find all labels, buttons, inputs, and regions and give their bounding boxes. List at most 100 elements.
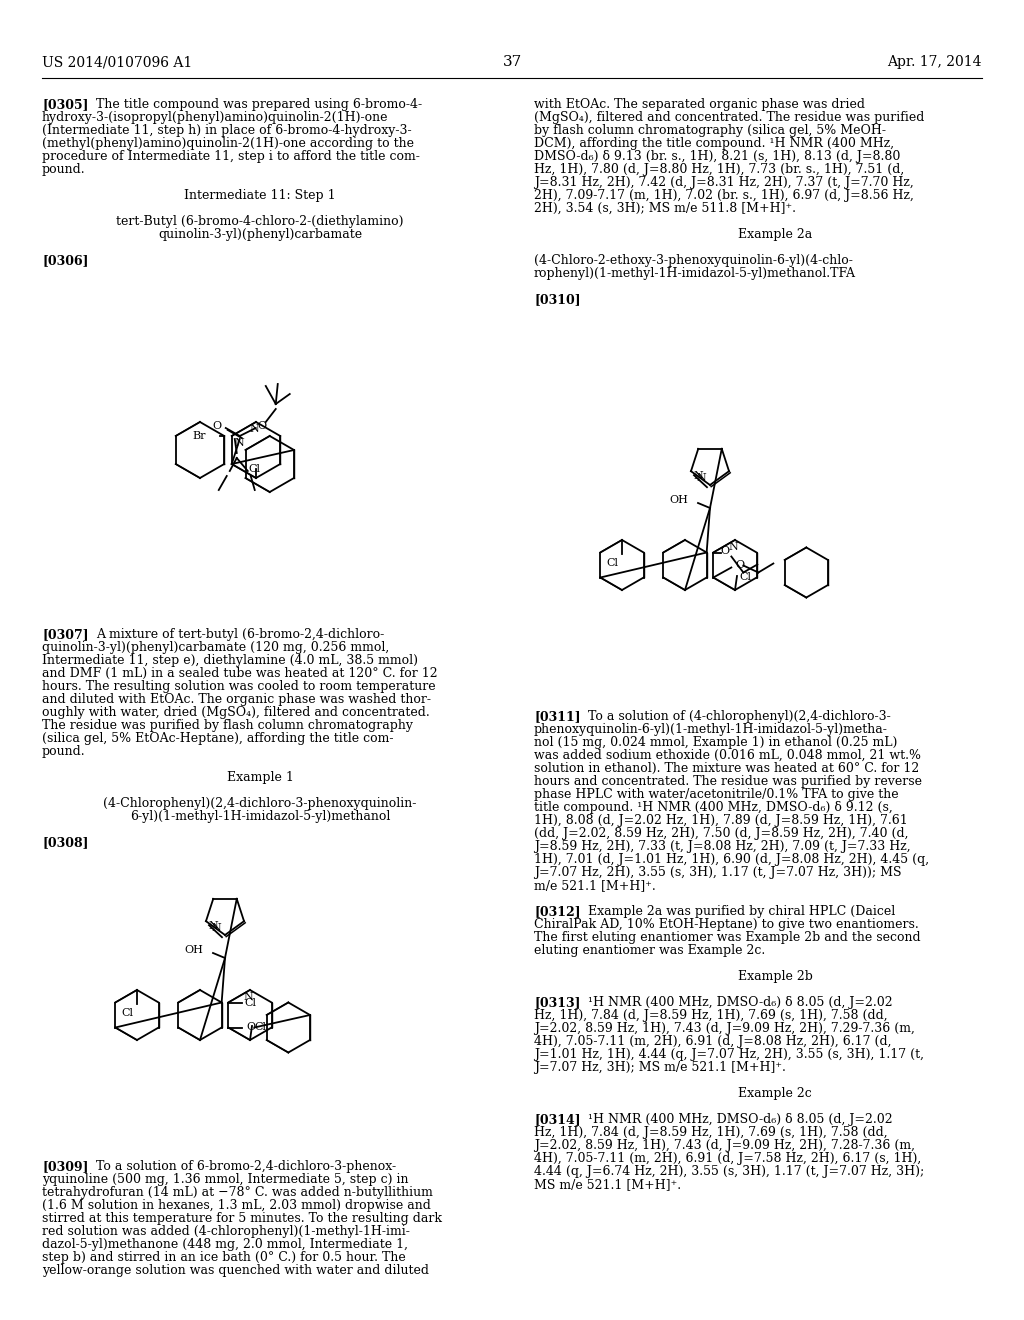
Text: Cl: Cl — [245, 998, 256, 1007]
Text: N: N — [243, 993, 253, 1002]
Text: solution in ethanol). The mixture was heated at 60° C. for 12: solution in ethanol). The mixture was he… — [534, 762, 920, 775]
Text: O: O — [213, 421, 222, 432]
Text: step b) and stirred in an ice bath (0° C.) for 0.5 hour. The: step b) and stirred in an ice bath (0° C… — [42, 1251, 406, 1265]
Text: [0306]: [0306] — [42, 253, 88, 267]
Text: OH: OH — [669, 495, 688, 506]
Text: N: N — [693, 471, 702, 482]
Text: The first eluting enantiomer was Example 2b and the second: The first eluting enantiomer was Example… — [534, 931, 921, 944]
Text: Hz, 1H), 7.84 (d, J=8.59 Hz, 1H), 7.69 (s, 1H), 7.58 (dd,: Hz, 1H), 7.84 (d, J=8.59 Hz, 1H), 7.69 (… — [534, 1126, 888, 1139]
Text: with EtOAc. The separated organic phase was dried: with EtOAc. The separated organic phase … — [534, 98, 865, 111]
Text: by flash column chromatography (silica gel, 5% MeOH-: by flash column chromatography (silica g… — [534, 124, 886, 137]
Text: rophenyl)(1-methyl-1H-imidazol-5-yl)methanol.TFA: rophenyl)(1-methyl-1H-imidazol-5-yl)meth… — [534, 267, 856, 280]
Text: (dd, J=2.02, 8.59 Hz, 2H), 7.50 (d, J=8.59 Hz, 2H), 7.40 (d,: (dd, J=2.02, 8.59 Hz, 2H), 7.50 (d, J=8.… — [534, 828, 908, 840]
Text: hydroxy-3-(isopropyl(phenyl)amino)quinolin-2(1H)-one: hydroxy-3-(isopropyl(phenyl)amino)quinol… — [42, 111, 388, 124]
Text: 1H), 7.01 (d, J=1.01 Hz, 1H), 6.90 (d, J=8.08 Hz, 2H), 4.45 (q,: 1H), 7.01 (d, J=1.01 Hz, 1H), 6.90 (d, J… — [534, 853, 929, 866]
Text: Example 2b: Example 2b — [737, 970, 812, 983]
Text: 4H), 7.05-7.11 (m, 2H), 6.91 (d, J=8.08 Hz, 2H), 6.17 (d,: 4H), 7.05-7.11 (m, 2H), 6.91 (d, J=8.08 … — [534, 1035, 892, 1048]
Text: pound.: pound. — [42, 744, 86, 758]
Text: ¹H NMR (400 MHz, DMSO-d₆) δ 8.05 (d, J=2.02: ¹H NMR (400 MHz, DMSO-d₆) δ 8.05 (d, J=2… — [588, 997, 893, 1008]
Text: yquinoline (500 mg, 1.36 mmol, Intermediate 5, step c) in: yquinoline (500 mg, 1.36 mmol, Intermedi… — [42, 1173, 409, 1185]
Text: (Intermediate 11, step h) in place of 6-bromo-4-hydroxy-3-: (Intermediate 11, step h) in place of 6-… — [42, 124, 412, 137]
Text: [0312]: [0312] — [534, 906, 581, 917]
Text: J=8.31 Hz, 2H), 7.42 (d, J=8.31 Hz, 2H), 7.37 (t, J=7.70 Hz,: J=8.31 Hz, 2H), 7.42 (d, J=8.31 Hz, 2H),… — [534, 176, 913, 189]
Text: OH: OH — [184, 945, 203, 954]
Text: N: N — [208, 921, 218, 931]
Text: phase HPLC with water/acetonitrile/0.1% TFA to give the: phase HPLC with water/acetonitrile/0.1% … — [534, 788, 899, 801]
Text: To a solution of (4-chlorophenyl)(2,4-dichloro-3-: To a solution of (4-chlorophenyl)(2,4-di… — [588, 710, 891, 723]
Text: J=7.07 Hz, 3H); MS m/e 521.1 [M+H]⁺.: J=7.07 Hz, 3H); MS m/e 521.1 [M+H]⁺. — [534, 1061, 785, 1074]
Text: Hz, 1H), 7.80 (d, J=8.80 Hz, 1H), 7.73 (br. s., 1H), 7.51 (d,: Hz, 1H), 7.80 (d, J=8.80 Hz, 1H), 7.73 (… — [534, 162, 904, 176]
Text: [0305]: [0305] — [42, 98, 88, 111]
Text: O: O — [735, 561, 744, 570]
Text: [0310]: [0310] — [534, 293, 581, 306]
Text: Example 1: Example 1 — [226, 771, 294, 784]
Text: procedure of Intermediate 11, step i to afford the title com-: procedure of Intermediate 11, step i to … — [42, 150, 420, 162]
Text: O: O — [258, 421, 267, 432]
Text: dazol-5-yl)methanone (448 mg, 2.0 mmol, Intermediate 1,: dazol-5-yl)methanone (448 mg, 2.0 mmol, … — [42, 1238, 408, 1251]
Text: O: O — [721, 545, 730, 556]
Text: N: N — [234, 438, 245, 447]
Text: Intermediate 11, step e), diethylamine (4.0 mL, 38.5 mmol): Intermediate 11, step e), diethylamine (… — [42, 653, 418, 667]
Text: and diluted with EtOAc. The organic phase was washed thor-: and diluted with EtOAc. The organic phas… — [42, 693, 431, 706]
Text: J=2.02, 8.59 Hz, 1H), 7.43 (d, J=9.09 Hz, 2H), 7.28-7.36 (m,: J=2.02, 8.59 Hz, 1H), 7.43 (d, J=9.09 Hz… — [534, 1139, 915, 1152]
Text: tetrahydrofuran (14 mL) at −78° C. was added n-butyllithium: tetrahydrofuran (14 mL) at −78° C. was a… — [42, 1185, 433, 1199]
Text: J=2.02, 8.59 Hz, 1H), 7.43 (d, J=9.09 Hz, 2H), 7.29-7.36 (m,: J=2.02, 8.59 Hz, 1H), 7.43 (d, J=9.09 Hz… — [534, 1022, 914, 1035]
Text: 37: 37 — [503, 55, 521, 69]
Text: hours and concentrated. The residue was purified by reverse: hours and concentrated. The residue was … — [534, 775, 922, 788]
Text: Hz, 1H), 7.84 (d, J=8.59 Hz, 1H), 7.69 (s, 1H), 7.58 (dd,: Hz, 1H), 7.84 (d, J=8.59 Hz, 1H), 7.69 (… — [534, 1008, 888, 1022]
Text: Cl: Cl — [739, 572, 751, 582]
Text: 2H), 3.54 (s, 3H); MS m/e 511.8 [M+H]⁺.: 2H), 3.54 (s, 3H); MS m/e 511.8 [M+H]⁺. — [534, 202, 796, 215]
Text: m/e 521.1 [M+H]⁺.: m/e 521.1 [M+H]⁺. — [534, 879, 655, 892]
Text: (1.6 M solution in hexanes, 1.3 mL, 2.03 mmol) dropwise and: (1.6 M solution in hexanes, 1.3 mL, 2.03… — [42, 1199, 431, 1212]
Text: (methyl(phenyl)amino)quinolin-2(1H)-one according to the: (methyl(phenyl)amino)quinolin-2(1H)-one … — [42, 137, 414, 150]
Text: Example 2a: Example 2a — [738, 228, 812, 242]
Text: [0314]: [0314] — [534, 1113, 581, 1126]
Text: nol (15 mg, 0.024 mmol, Example 1) in ethanol (0.25 mL): nol (15 mg, 0.024 mmol, Example 1) in et… — [534, 737, 897, 748]
Text: hours. The resulting solution was cooled to room temperature: hours. The resulting solution was cooled… — [42, 680, 435, 693]
Text: N: N — [211, 923, 221, 933]
Text: Br: Br — [193, 432, 206, 441]
Text: oughly with water, dried (MgSO₄), filtered and concentrated.: oughly with water, dried (MgSO₄), filter… — [42, 706, 430, 719]
Text: tert-Butyl (6-bromo-4-chloro-2-(diethylamino): tert-Butyl (6-bromo-4-chloro-2-(diethyla… — [117, 215, 403, 228]
Text: N: N — [249, 424, 259, 434]
Text: Example 2c: Example 2c — [738, 1086, 812, 1100]
Text: quinolin-3-yl)(phenyl)carbamate: quinolin-3-yl)(phenyl)carbamate — [158, 228, 362, 242]
Text: Example 2a was purified by chiral HPLC (Daicel: Example 2a was purified by chiral HPLC (… — [588, 906, 895, 917]
Text: J=8.59 Hz, 2H), 7.33 (t, J=8.08 Hz, 2H), 7.09 (t, J=7.33 Hz,: J=8.59 Hz, 2H), 7.33 (t, J=8.08 Hz, 2H),… — [534, 840, 910, 853]
Text: The residue was purified by flash column chromatography: The residue was purified by flash column… — [42, 719, 413, 733]
Text: phenoxyquinolin-6-yl)(1-methyl-1H-imidazol-5-yl)metha-: phenoxyquinolin-6-yl)(1-methyl-1H-imidaz… — [534, 723, 888, 737]
Text: title compound. ¹H NMR (400 MHz, DMSO-d₆) δ 9.12 (s,: title compound. ¹H NMR (400 MHz, DMSO-d₆… — [534, 801, 893, 814]
Text: eluting enantiomer was Example 2c.: eluting enantiomer was Example 2c. — [534, 944, 765, 957]
Text: (4-Chloro-2-ethoxy-3-phenoxyquinolin-6-yl)(4-chlo-: (4-Chloro-2-ethoxy-3-phenoxyquinolin-6-y… — [534, 253, 853, 267]
Text: 1H), 8.08 (d, J=2.02 Hz, 1H), 7.89 (d, J=8.59 Hz, 1H), 7.61: 1H), 8.08 (d, J=2.02 Hz, 1H), 7.89 (d, J… — [534, 814, 907, 828]
Text: N: N — [728, 543, 738, 552]
Text: (silica gel, 5% EtOAc-Heptane), affording the title com-: (silica gel, 5% EtOAc-Heptane), affordin… — [42, 733, 393, 744]
Text: ¹H NMR (400 MHz, DMSO-d₆) δ 8.05 (d, J=2.02: ¹H NMR (400 MHz, DMSO-d₆) δ 8.05 (d, J=2… — [588, 1113, 893, 1126]
Text: pound.: pound. — [42, 162, 86, 176]
Text: J=7.07 Hz, 2H), 3.55 (s, 3H), 1.17 (t, J=7.07 Hz, 3H)); MS: J=7.07 Hz, 2H), 3.55 (s, 3H), 1.17 (t, J… — [534, 866, 901, 879]
Text: Apr. 17, 2014: Apr. 17, 2014 — [888, 55, 982, 69]
Text: quinolin-3-yl)(phenyl)carbamate (120 mg, 0.256 mmol,: quinolin-3-yl)(phenyl)carbamate (120 mg,… — [42, 642, 389, 653]
Text: Cl: Cl — [254, 1022, 266, 1032]
Text: J=1.01 Hz, 1H), 4.44 (q, J=7.07 Hz, 2H), 3.55 (s, 3H), 1.17 (t,: J=1.01 Hz, 1H), 4.44 (q, J=7.07 Hz, 2H),… — [534, 1048, 924, 1061]
Text: red solution was added (4-chlorophenyl)(1-methyl-1H-imi-: red solution was added (4-chlorophenyl)(… — [42, 1225, 410, 1238]
Text: DCM), affording the title compound. ¹H NMR (400 MHz,: DCM), affording the title compound. ¹H N… — [534, 137, 894, 150]
Text: (4-Chlorophenyl)(2,4-dichloro-3-phenoxyquinolin-: (4-Chlorophenyl)(2,4-dichloro-3-phenoxyq… — [103, 797, 417, 810]
Text: 2H), 7.09-7.17 (m, 1H), 7.02 (br. s., 1H), 6.97 (d, J=8.56 Hz,: 2H), 7.09-7.17 (m, 1H), 7.02 (br. s., 1H… — [534, 189, 913, 202]
Text: O: O — [247, 1023, 255, 1032]
Text: Cl: Cl — [606, 558, 618, 568]
Text: A mixture of tert-butyl (6-bromo-2,4-dichloro-: A mixture of tert-butyl (6-bromo-2,4-dic… — [96, 628, 384, 642]
Text: The title compound was prepared using 6-bromo-4-: The title compound was prepared using 6-… — [96, 98, 422, 111]
Text: N: N — [696, 473, 706, 483]
Text: 4H), 7.05-7.11 (m, 2H), 6.91 (d, J=7.58 Hz, 2H), 6.17 (s, 1H),: 4H), 7.05-7.11 (m, 2H), 6.91 (d, J=7.58 … — [534, 1152, 922, 1166]
Text: [0308]: [0308] — [42, 836, 88, 849]
Text: Cl: Cl — [248, 465, 260, 474]
Text: yellow-orange solution was quenched with water and diluted: yellow-orange solution was quenched with… — [42, 1265, 429, 1276]
Text: Cl: Cl — [121, 1008, 133, 1018]
Text: To a solution of 6-bromo-2,4-dichloro-3-phenox-: To a solution of 6-bromo-2,4-dichloro-3-… — [96, 1160, 396, 1173]
Text: US 2014/0107096 A1: US 2014/0107096 A1 — [42, 55, 193, 69]
Text: DMSO-d₆) δ 9.13 (br. s., 1H), 8.21 (s, 1H), 8.13 (d, J=8.80: DMSO-d₆) δ 9.13 (br. s., 1H), 8.21 (s, 1… — [534, 150, 900, 162]
Text: [0311]: [0311] — [534, 710, 581, 723]
Text: 6-yl)(1-methyl-1H-imidazol-5-yl)methanol: 6-yl)(1-methyl-1H-imidazol-5-yl)methanol — [130, 810, 390, 822]
Text: [0309]: [0309] — [42, 1160, 88, 1173]
